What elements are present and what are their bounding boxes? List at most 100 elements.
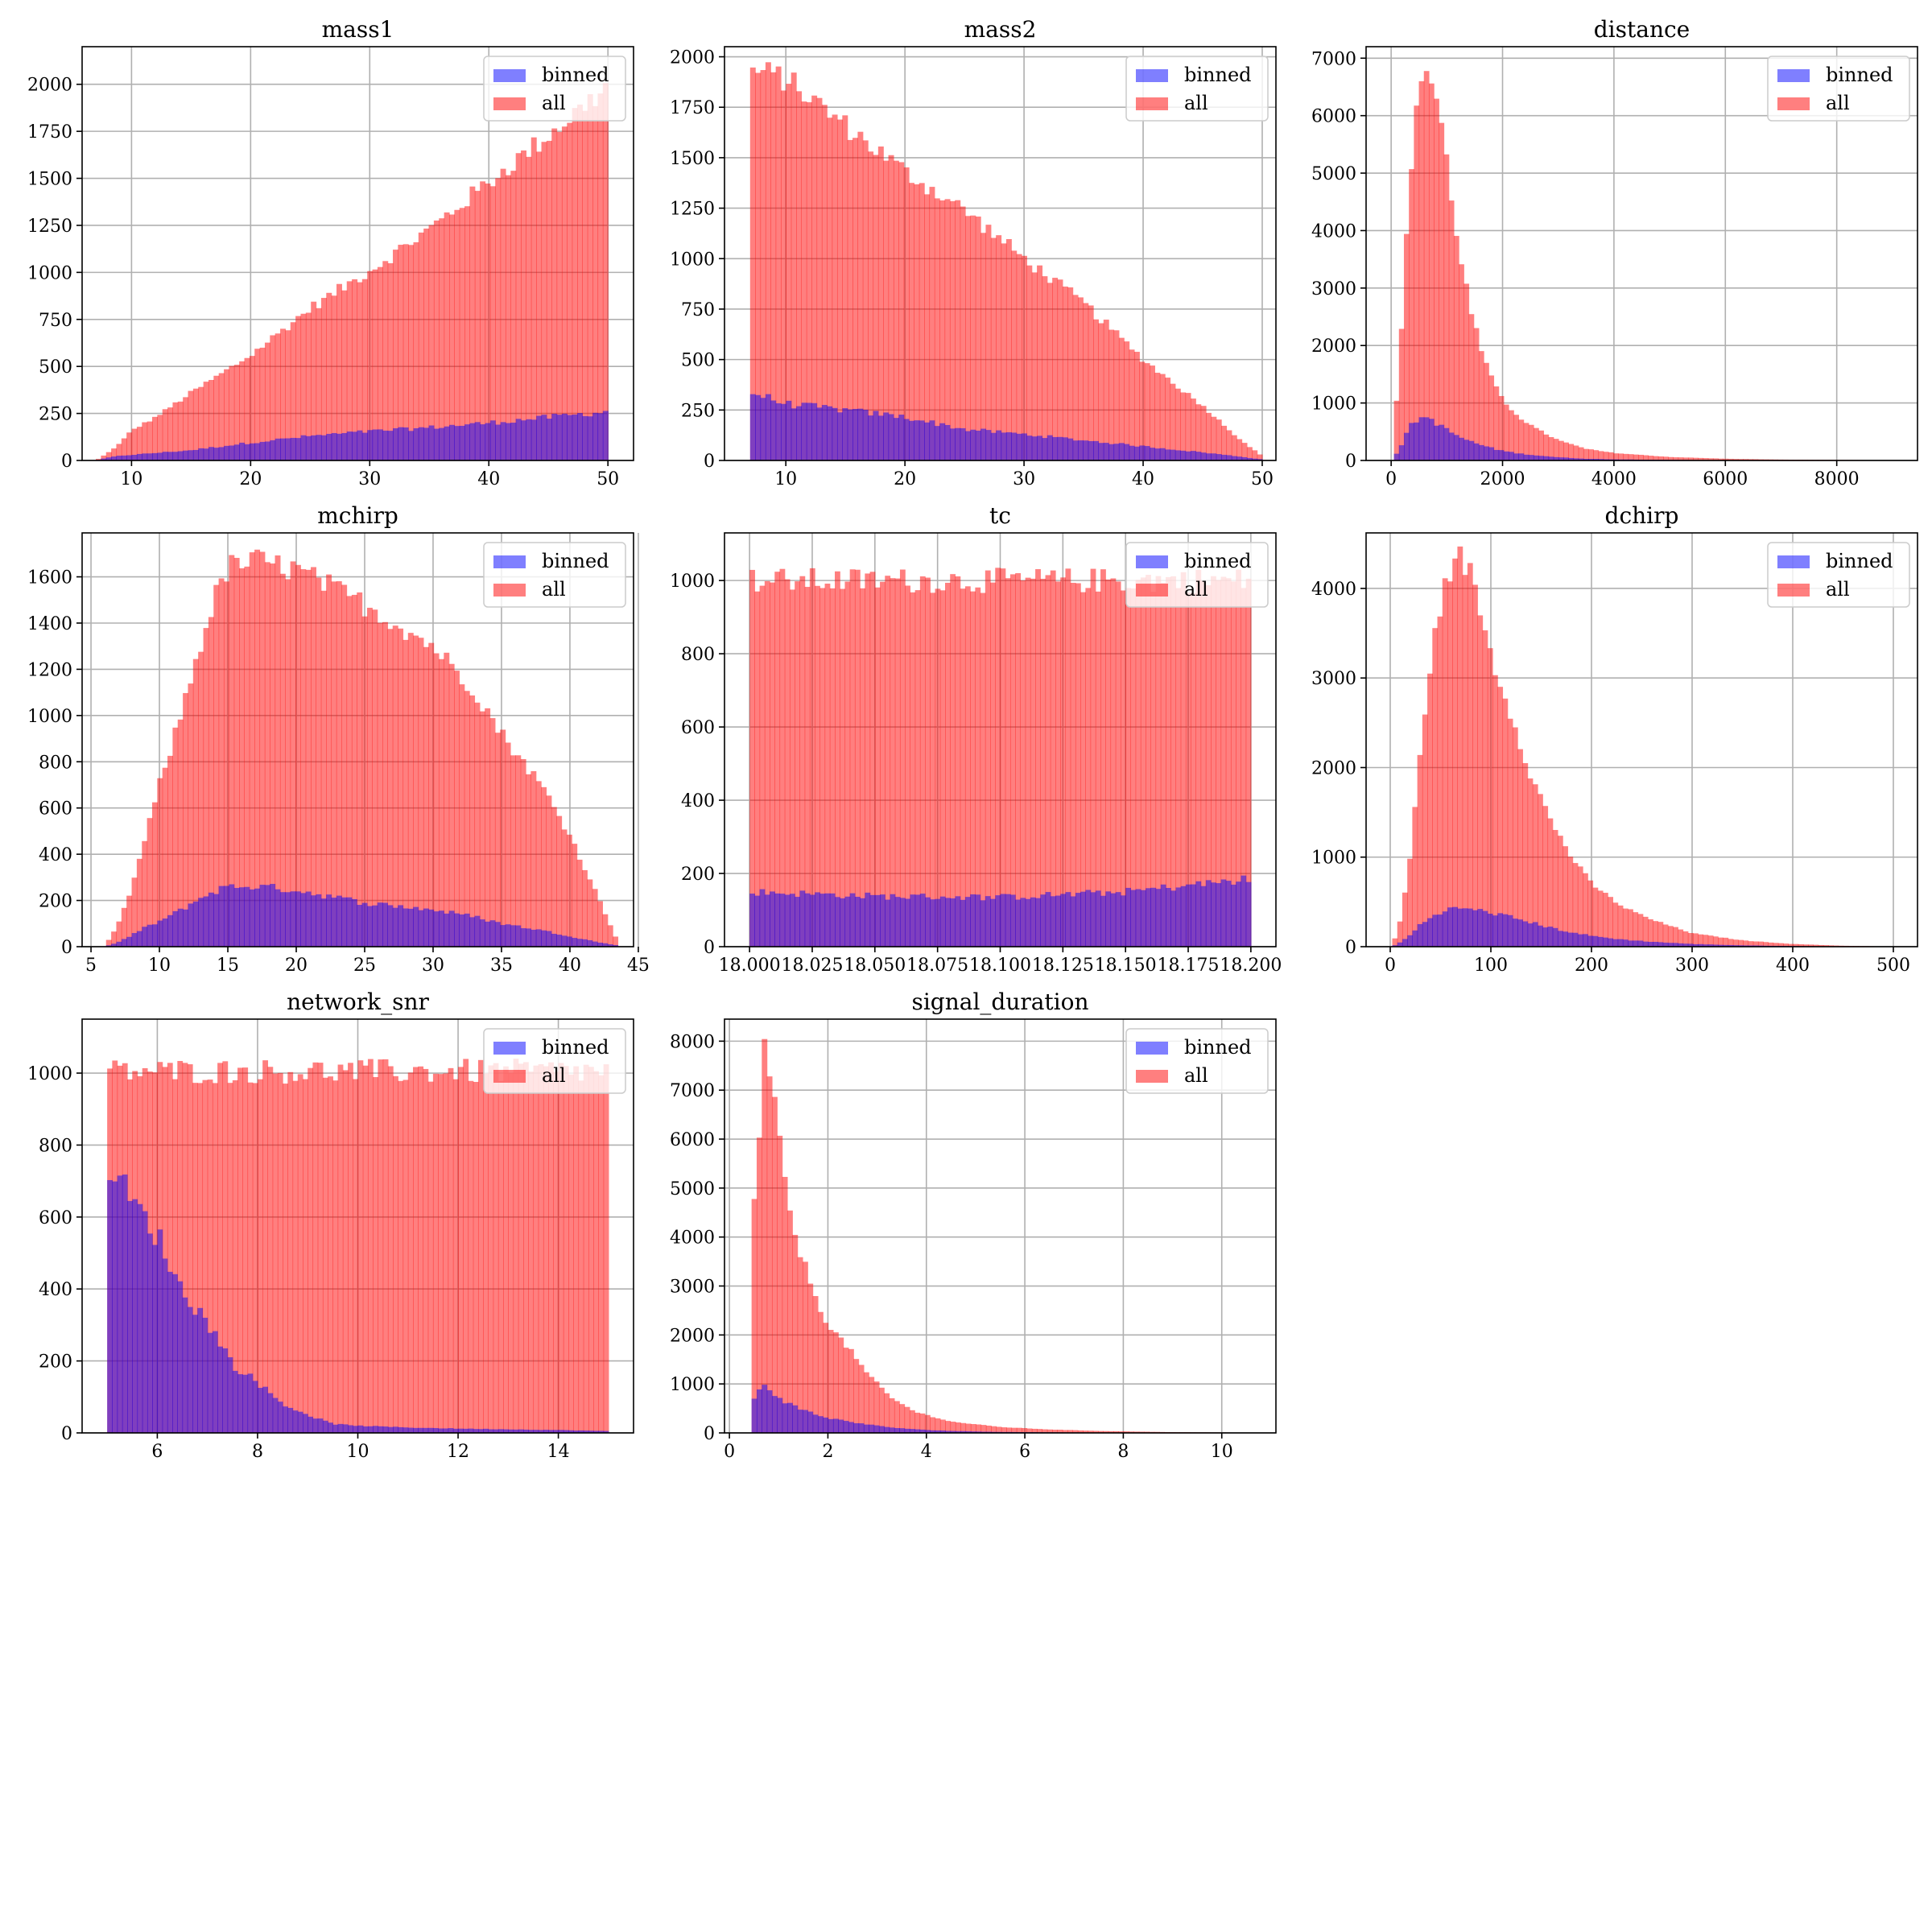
x-tick-label: 4000 [1591, 469, 1637, 489]
bar-binned [1423, 417, 1430, 460]
bar-all [1678, 929, 1684, 947]
bar-all [1080, 592, 1086, 947]
bar-all [188, 683, 194, 947]
legend-label-binned: binned [1184, 1036, 1252, 1059]
bar-binned [770, 400, 777, 460]
bar-all [546, 140, 552, 460]
bar-all [1657, 456, 1664, 460]
y-tick-label: 1000 [27, 707, 72, 727]
bar-all [1752, 459, 1759, 460]
bar-all [402, 639, 409, 947]
bar-binned [262, 1386, 269, 1433]
bar-binned [336, 895, 342, 947]
bar-binned [1547, 927, 1554, 947]
bar-all [1527, 778, 1534, 947]
bar-binned [1442, 911, 1448, 947]
bar-all [508, 1072, 514, 1433]
bar-all [576, 859, 583, 947]
x-tick-label: 18.125 [1032, 956, 1094, 976]
bar-binned [1447, 907, 1453, 947]
bar-all [459, 208, 465, 460]
bar-all [613, 936, 619, 947]
bar-all [1236, 439, 1243, 460]
y-tick-label: 800 [681, 645, 715, 665]
bar-binned [1417, 923, 1423, 947]
bar-all [1532, 784, 1538, 947]
bar-binned [121, 939, 127, 947]
x-tick-label: 45 [627, 956, 650, 976]
bar-all [1422, 714, 1428, 947]
bar-all [264, 342, 270, 460]
bar-binned [894, 897, 901, 947]
legend-label-binned: binned [1184, 64, 1252, 86]
bar-binned [377, 429, 383, 460]
bar-binned [448, 910, 455, 947]
bar-binned [192, 449, 199, 460]
bar-binned [573, 1430, 580, 1433]
bar-all [1748, 941, 1754, 947]
bar-binned [1418, 417, 1425, 460]
bar-binned [197, 1307, 204, 1433]
bar-binned [1241, 875, 1247, 947]
x-tick-label: 14 [547, 1442, 570, 1462]
bar-all [1037, 1429, 1043, 1433]
bar-all [367, 270, 374, 460]
axes-frame [1365, 532, 1918, 947]
bar-all [1462, 575, 1468, 947]
bar-all [1457, 546, 1463, 947]
bar-all [1397, 921, 1403, 947]
bar-all [1124, 341, 1130, 460]
bar-binned [515, 419, 522, 460]
bar-binned [602, 943, 609, 947]
bar-binned [809, 894, 815, 947]
bar-all [1031, 272, 1038, 460]
bar-binned [894, 1427, 900, 1433]
bar-binned [320, 898, 327, 947]
y-tick-label: 1750 [670, 98, 715, 118]
bar-all [587, 879, 593, 947]
bar-all [357, 592, 363, 947]
bar-binned [935, 898, 941, 947]
bar-binned [1512, 919, 1518, 947]
bar-binned [1637, 940, 1644, 947]
series-all-bars [105, 549, 619, 947]
bar-all [836, 119, 843, 460]
bar-all [1154, 373, 1161, 460]
bar-binned [469, 423, 476, 460]
bar-all [909, 1410, 915, 1433]
bar-all [1042, 276, 1048, 460]
bar-all [1567, 857, 1574, 947]
bar-all [126, 895, 133, 947]
bar-all [1547, 818, 1554, 947]
bar-binned [418, 910, 424, 947]
bar-all [970, 591, 976, 947]
bar-all [945, 1421, 952, 1433]
bar-all [1065, 568, 1071, 947]
bar-binned [177, 451, 184, 460]
bar-binned [448, 424, 455, 460]
bar-binned [479, 919, 485, 947]
bar-binned [227, 1357, 233, 1433]
bar-all [755, 72, 762, 460]
bar-all [1005, 578, 1011, 947]
bar-binned [398, 427, 404, 460]
bar-binned [326, 433, 332, 460]
axes-frame [81, 532, 634, 947]
y-tick-label: 3000 [1311, 279, 1356, 299]
legend-swatch-binned [1777, 69, 1810, 82]
bar-binned [919, 894, 926, 947]
bar-all [1427, 673, 1433, 947]
bar-binned [1492, 915, 1498, 947]
bar-all [568, 1074, 574, 1433]
y-tick-label: 1000 [27, 263, 72, 283]
bar-binned [352, 431, 358, 460]
bar-all [285, 330, 291, 460]
bar-all [889, 1398, 895, 1433]
bar-all [336, 581, 342, 947]
bar-binned [869, 1424, 875, 1433]
subplot-title: signal_duration [911, 989, 1088, 1015]
bar-all [874, 587, 881, 947]
bar-all [780, 90, 786, 460]
bar-binned [899, 898, 906, 947]
y-tick-label: 1000 [1311, 848, 1356, 869]
